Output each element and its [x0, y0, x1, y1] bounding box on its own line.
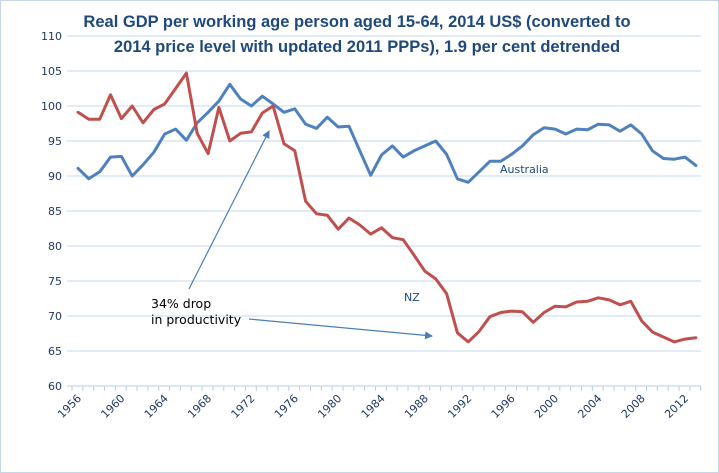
x-tick-label: 1980: [315, 392, 344, 421]
x-tick-label: 1960: [98, 392, 127, 421]
x-tick-label: 2012: [662, 392, 691, 421]
y-tick-label: 105: [41, 65, 62, 78]
y-tick-label: 70: [48, 310, 62, 323]
x-tick-label: 1976: [272, 392, 301, 421]
annotation-arrow-to-peak: [188, 130, 270, 290]
y-tick-label: 95: [48, 135, 62, 148]
series-line-nz: [76, 71, 698, 344]
x-tick-label: 2008: [619, 392, 648, 421]
x-tick-label: 1984: [359, 392, 388, 421]
y-tick-label: 100: [41, 100, 62, 113]
annotation-arrow-to-trough: [248, 318, 433, 340]
series-label-australia: Australia: [500, 163, 549, 176]
annotation-drop-line-2: in productivity: [151, 312, 242, 327]
y-tick-label: 65: [48, 345, 62, 358]
x-tick-label: 1968: [185, 392, 214, 421]
y-tick-label: 110: [41, 30, 62, 43]
x-tick-label: 1996: [489, 392, 518, 421]
x-tick-label: 2000: [532, 392, 561, 421]
series-line-australia: [76, 82, 698, 184]
chart-title-line-2: 2014 price level with updated 2011 PPPs)…: [114, 38, 620, 56]
x-tick-label: 1988: [402, 392, 431, 421]
series-lines: [76, 71, 698, 344]
y-axis-tick-labels: 60 65 70 75 80 85 90 95 100 105 110: [41, 30, 62, 393]
y-tick-label: 80: [48, 240, 62, 253]
gridlines: [67, 35, 701, 387]
chart-title-line-1: Real GDP per working age person aged 15-…: [83, 13, 630, 31]
y-tick-label: 60: [48, 380, 62, 393]
x-tick-label: 2004: [575, 392, 604, 421]
x-tick-label: 1992: [445, 392, 474, 421]
y-tick-label: 90: [48, 170, 62, 183]
y-tick-label: 85: [48, 205, 62, 218]
x-tick-label: 1964: [142, 392, 171, 421]
x-axis: 1956 1960 1964 1968 1972 1976 1980 1984 1988 1992…: [55, 386, 702, 421]
annotation-drop-line-1: 34% drop: [151, 296, 211, 311]
series-label-nz: NZ: [404, 291, 420, 304]
x-tick-label: 1956: [55, 392, 84, 421]
x-tick-label: 1972: [229, 392, 258, 421]
y-tick-label: 75: [48, 275, 62, 288]
